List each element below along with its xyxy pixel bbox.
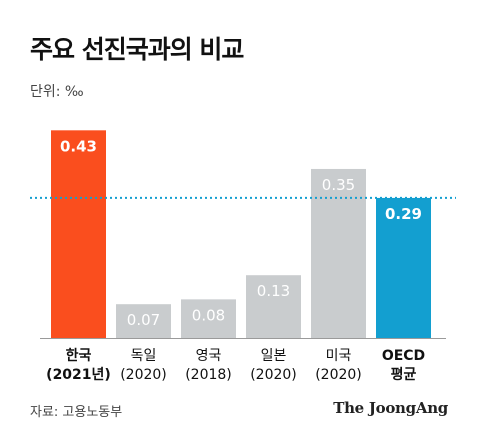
bar-1 [116,304,171,338]
category-sublabel-2: (2018) [185,367,232,383]
category-label-2: 영국 [196,348,222,364]
value-label-5: 0.29 [385,205,422,223]
category-label-5: OECD [382,348,425,364]
category-sublabel-4: (2020) [315,367,362,383]
source-note: 자료: 고용노동부 [30,405,123,420]
bar-5 [376,197,431,338]
category-sublabel-3: (2020) [250,367,297,383]
value-label-1: 0.07 [127,311,160,329]
category-label-1: 독일 [131,348,157,364]
value-label-4: 0.35 [322,176,355,194]
value-label-3: 0.13 [257,282,290,300]
bar-0 [51,130,106,338]
bar-4 [311,168,366,338]
value-label-2: 0.08 [192,306,225,324]
category-label-0: 한국 [66,348,92,364]
category-sublabel-1: (2020) [120,367,167,383]
chart-title: 주요 선진국과의 비교 [30,35,244,64]
publisher-logo: The JoongAng [333,399,448,417]
category-label-3: 일본 [261,348,287,364]
unit-label: 단위: ‰ [30,84,84,100]
category-sublabel-0: (2021년) [46,367,111,383]
value-label-0: 0.43 [60,137,97,155]
bar-2 [181,299,236,338]
category-sublabel-5: 평균 [391,366,417,383]
category-label-4: 미국 [326,348,352,364]
bar-3 [246,275,301,338]
